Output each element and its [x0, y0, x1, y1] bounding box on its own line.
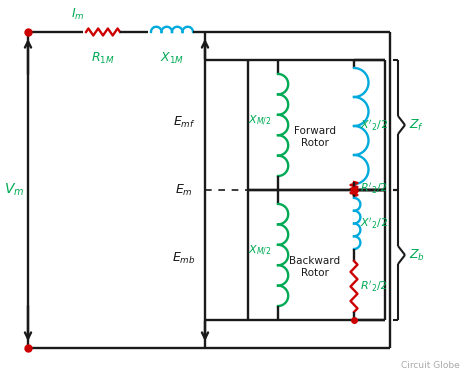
Text: $R_{1M}$: $R_{1M}$	[91, 51, 115, 66]
Text: $R'_2/2$: $R'_2/2$	[360, 279, 388, 294]
Text: $E_m$: $E_m$	[175, 182, 193, 197]
Text: $X'_2/2$: $X'_2/2$	[360, 216, 388, 231]
Text: $Z_f$: $Z_f$	[409, 117, 424, 133]
Text: Forward
Rotor: Forward Rotor	[294, 126, 336, 148]
Text: $X_{M/2}$: $X_{M/2}$	[248, 244, 271, 258]
Text: $V_m$: $V_m$	[4, 182, 24, 198]
Text: $E_{mf}$: $E_{mf}$	[173, 114, 196, 130]
Text: $E_{mb}$: $E_{mb}$	[173, 250, 196, 265]
Text: $I_m$: $I_m$	[71, 7, 85, 22]
Text: $Z_b$: $Z_b$	[409, 247, 425, 262]
Text: $R'_2/2$: $R'_2/2$	[360, 182, 388, 196]
Text: Circuit Globe: Circuit Globe	[401, 361, 460, 370]
Text: Backward
Rotor: Backward Rotor	[290, 256, 340, 278]
Text: $X'_2/2$: $X'_2/2$	[360, 118, 388, 133]
Text: $X_{1M}$: $X_{1M}$	[160, 51, 184, 66]
Text: $X_{M/2}$: $X_{M/2}$	[248, 114, 271, 128]
